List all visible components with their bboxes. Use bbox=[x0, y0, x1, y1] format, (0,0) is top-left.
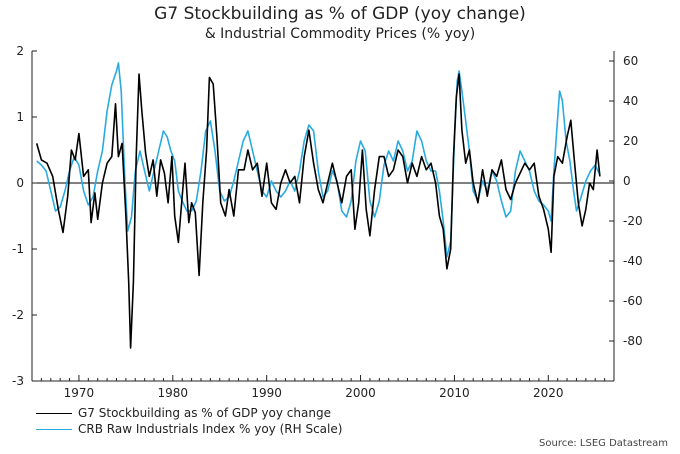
legend-swatch-black bbox=[36, 412, 72, 414]
y-left-tick-label: 2 bbox=[16, 44, 24, 58]
y-left-tick-label: -1 bbox=[12, 242, 24, 256]
y-right-tick-label: 20 bbox=[623, 134, 638, 148]
source-note: Source: LSEG Datastream bbox=[539, 438, 668, 449]
y-left-tick-label: -3 bbox=[12, 374, 24, 388]
y-right-tick-label: 60 bbox=[623, 54, 638, 68]
y-left-tick-label: 0 bbox=[16, 176, 24, 190]
chart-title: G7 Stockbuilding as % of GDP (yoy change… bbox=[154, 4, 526, 24]
series-lines bbox=[35, 62, 601, 349]
y-right-tick-label: -20 bbox=[623, 214, 643, 228]
x-tick-label: 2010 bbox=[439, 386, 470, 400]
x-tick-label: 1970 bbox=[64, 386, 95, 400]
axes: 2 1 0 -1 -2 -3 60 40 20 0 -20 -40 -60 -80 1970 1980 1990… bbox=[12, 44, 643, 400]
legend-swatch-blue bbox=[36, 428, 72, 430]
legend-item-crb: CRB Raw Industrials Index % yoy (RH Scal… bbox=[36, 421, 342, 437]
y-right-tick-label: -80 bbox=[623, 334, 643, 348]
y-left-tick-label: 1 bbox=[16, 110, 24, 124]
legend-item-stockbuilding: G7 Stockbuilding as % of GDP yoy change bbox=[36, 405, 342, 421]
legend-label-stockbuilding: G7 Stockbuilding as % of GDP yoy change bbox=[78, 406, 331, 420]
x-tick-label: 1980 bbox=[158, 386, 189, 400]
legend: G7 Stockbuilding as % of GDP yoy change … bbox=[36, 405, 342, 437]
x-tick-label: 2020 bbox=[533, 386, 564, 400]
y-right-tick-label: 0 bbox=[623, 174, 631, 188]
y-right-tick-label: -60 bbox=[623, 294, 643, 308]
series-line-crb bbox=[36, 62, 601, 258]
x-tick-label: 2000 bbox=[345, 386, 376, 400]
series-line-stockbuilding bbox=[35, 73, 601, 349]
y-right-tick-label: 40 bbox=[623, 94, 638, 108]
legend-label-crb: CRB Raw Industrials Index % yoy (RH Scal… bbox=[78, 422, 343, 436]
y-left-tick-label: -2 bbox=[12, 308, 24, 322]
chart-subtitle: & Industrial Commodity Prices (% yoy) bbox=[204, 26, 476, 42]
y-right-tick-label: -40 bbox=[623, 254, 643, 268]
x-tick-label: 1990 bbox=[251, 386, 282, 400]
